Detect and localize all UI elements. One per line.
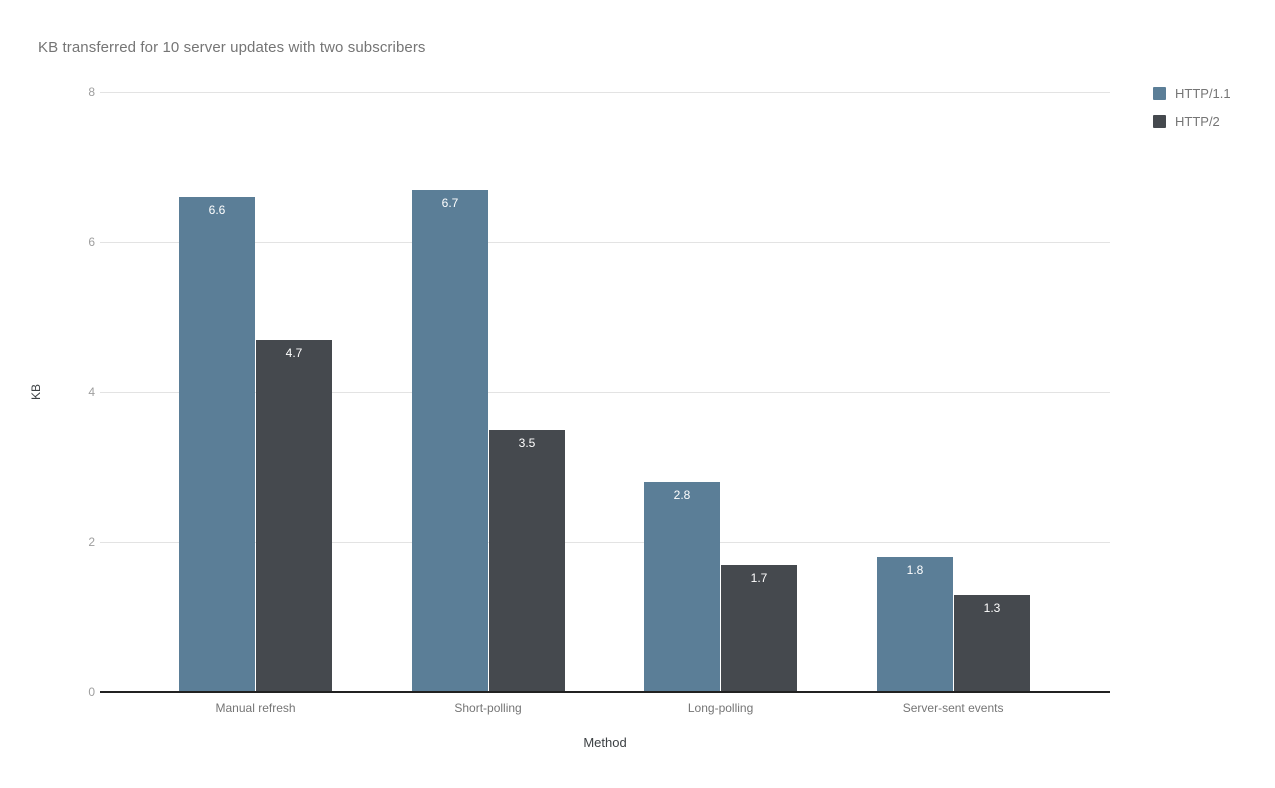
x-axis-title: Method <box>583 735 627 750</box>
bar-http-2-server-sent-events[interactable]: 1.3 <box>954 594 1030 692</box>
y-tick-label-8: 8 <box>88 85 95 99</box>
legend-item-http2[interactable]: HTTP/2 <box>1153 114 1231 129</box>
legend-label-http11: HTTP/1.1 <box>1175 86 1231 101</box>
category-label-manual-refresh: Manual refresh <box>215 701 296 715</box>
value-label: 6.6 <box>208 203 226 217</box>
value-label: 2.8 <box>673 488 691 502</box>
x-axis-line <box>100 691 1110 693</box>
value-label: 1.8 <box>906 563 924 577</box>
gridline-8 <box>100 91 1110 93</box>
bar-http-1-1-long-polling[interactable]: 2.8 <box>644 482 720 692</box>
legend: HTTP/1.1 HTTP/2 <box>1153 86 1231 142</box>
category-label-long-polling: Long-polling <box>687 701 754 715</box>
value-label: 3.5 <box>518 435 536 450</box>
plot-area: 6.6 4.7 6.7 3.5 2.8 1.7 1.8 1.3 <box>100 91 1110 693</box>
y-tick-label-6: 6 <box>88 235 95 249</box>
value-label: 4.7 <box>285 345 303 360</box>
bar-http-1-1-manual-refresh[interactable]: 6.6 <box>179 197 255 692</box>
gridline-6 <box>100 241 1110 243</box>
legend-swatch-http2-icon <box>1153 115 1166 128</box>
chart-title: KB transferred for 10 server updates wit… <box>38 39 426 56</box>
y-tick-label-2: 2 <box>88 535 95 549</box>
bar-http-2-manual-refresh[interactable]: 4.7 <box>256 339 332 692</box>
value-label: 1.7 <box>750 570 768 585</box>
legend-label-http2: HTTP/2 <box>1175 114 1220 129</box>
bar-http-2-long-polling[interactable]: 1.7 <box>721 564 797 692</box>
bar-http-1-1-server-sent-events[interactable]: 1.8 <box>877 557 953 692</box>
value-label: 1.3 <box>983 600 1001 615</box>
bar-http-1-1-short-polling[interactable]: 6.7 <box>412 189 488 692</box>
category-label-server-sent-events: Server-sent events <box>902 701 1004 715</box>
bar-http-2-short-polling[interactable]: 3.5 <box>489 429 565 692</box>
legend-swatch-http11-icon <box>1153 87 1166 100</box>
legend-item-http11[interactable]: HTTP/1.1 <box>1153 86 1231 101</box>
y-axis-title: KB <box>29 383 43 401</box>
y-tick-label-0: 0 <box>88 685 95 699</box>
gridline-2 <box>100 541 1110 543</box>
value-label: 6.7 <box>441 195 459 210</box>
y-tick-label-4: 4 <box>88 385 95 399</box>
gridline-4 <box>100 391 1110 393</box>
category-label-short-polling: Short-polling <box>454 701 522 715</box>
